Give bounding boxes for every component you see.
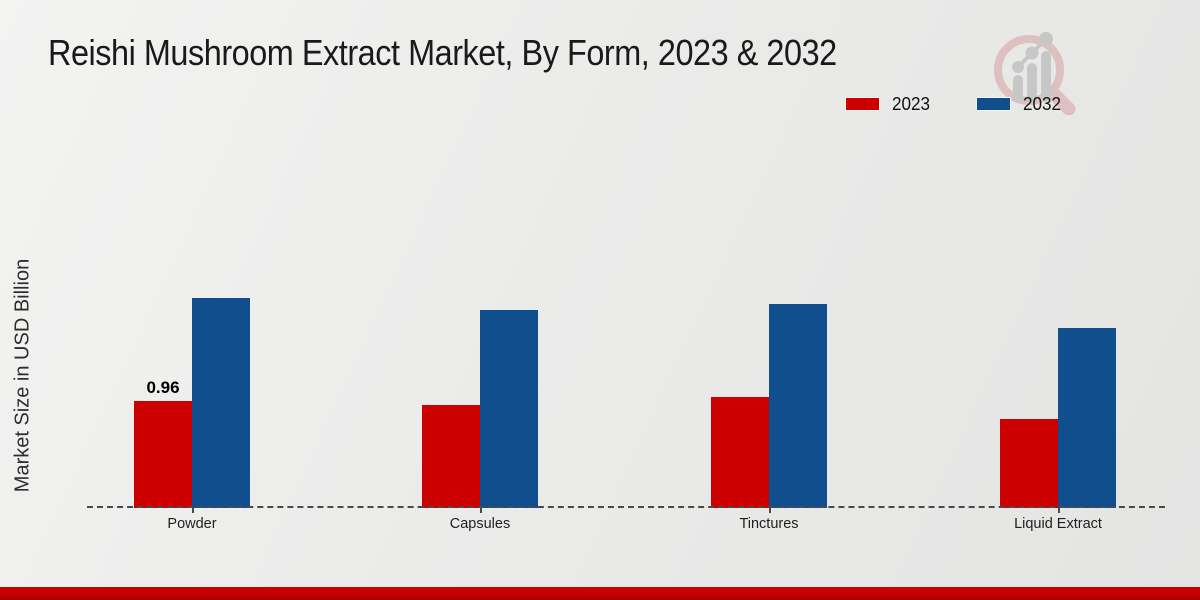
x-axis-tick-liquid-extract	[1058, 508, 1060, 513]
bar-2023-liquid-extract	[1000, 418, 1058, 508]
legend-item-2032: 2032	[976, 93, 1063, 115]
data-label-2023-powder: 0.96	[146, 377, 180, 397]
footer-accent-bar	[0, 587, 1200, 600]
bar-2032-capsules	[480, 309, 538, 508]
bar-2023-tinctures	[711, 396, 769, 508]
legend: 2023 2032	[845, 93, 1063, 115]
x-axis-tick-powder	[192, 508, 194, 513]
legend-swatch-2032	[976, 97, 1012, 111]
legend-swatch-2023	[845, 97, 880, 111]
x-axis-label-capsules: Capsules	[449, 516, 511, 532]
bar-2023-powder	[134, 400, 192, 508]
bar-2023-capsules	[422, 405, 480, 508]
x-axis-tick-tinctures	[769, 508, 771, 513]
x-axis-tick-capsules	[480, 508, 482, 513]
x-axis-label-tinctures: Tinctures	[739, 516, 799, 532]
legend-label-2032: 2032	[1023, 93, 1062, 114]
bar-2032-liquid-extract	[1058, 328, 1116, 508]
legend-label-2023: 2023	[892, 93, 931, 114]
brand-watermark-icon	[994, 32, 1076, 115]
x-axis-label-liquid-extract: Liquid Extract	[1014, 516, 1102, 532]
x-axis-baseline	[87, 506, 1165, 508]
bar-2032-powder	[192, 298, 250, 508]
legend-item-2023: 2023	[845, 93, 932, 115]
chart-title: Reishi Mushroom Extract Market, By Form,…	[48, 32, 837, 73]
bar-2032-tinctures	[769, 303, 827, 508]
x-axis-label-powder: Powder	[167, 516, 217, 532]
